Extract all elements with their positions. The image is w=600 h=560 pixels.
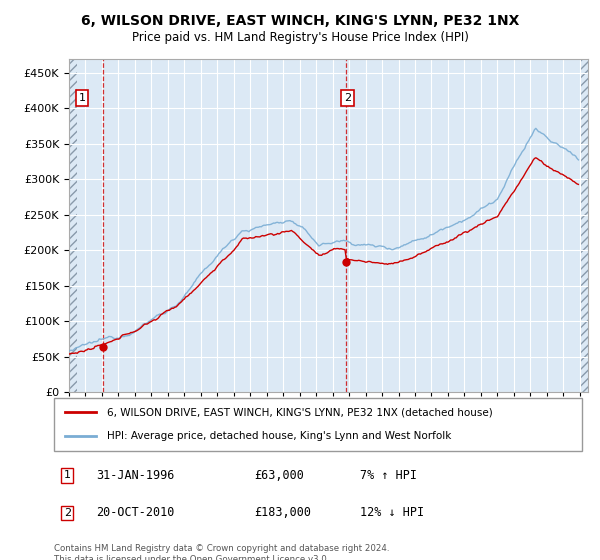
Text: £183,000: £183,000 <box>254 506 311 519</box>
Text: 7% ↑ HPI: 7% ↑ HPI <box>360 469 417 482</box>
Text: £63,000: £63,000 <box>254 469 305 482</box>
Text: 31-JAN-1996: 31-JAN-1996 <box>96 469 175 482</box>
Text: 1: 1 <box>64 470 71 480</box>
Text: 12% ↓ HPI: 12% ↓ HPI <box>360 506 424 519</box>
Bar <box>69 59 77 392</box>
Text: 6, WILSON DRIVE, EAST WINCH, KING'S LYNN, PE32 1NX (detached house): 6, WILSON DRIVE, EAST WINCH, KING'S LYNN… <box>107 408 493 418</box>
Text: 6, WILSON DRIVE, EAST WINCH, KING'S LYNN, PE32 1NX: 6, WILSON DRIVE, EAST WINCH, KING'S LYNN… <box>81 14 519 28</box>
Text: HPI: Average price, detached house, King's Lynn and West Norfolk: HPI: Average price, detached house, King… <box>107 431 451 441</box>
Text: Price paid vs. HM Land Registry's House Price Index (HPI): Price paid vs. HM Land Registry's House … <box>131 31 469 44</box>
Text: Contains HM Land Registry data © Crown copyright and database right 2024.
This d: Contains HM Land Registry data © Crown c… <box>54 544 389 560</box>
Text: 20-OCT-2010: 20-OCT-2010 <box>96 506 175 519</box>
Text: 2: 2 <box>344 93 351 103</box>
FancyBboxPatch shape <box>54 398 582 451</box>
Bar <box>580 59 588 392</box>
Text: 2: 2 <box>64 508 71 518</box>
Text: 1: 1 <box>79 93 85 103</box>
